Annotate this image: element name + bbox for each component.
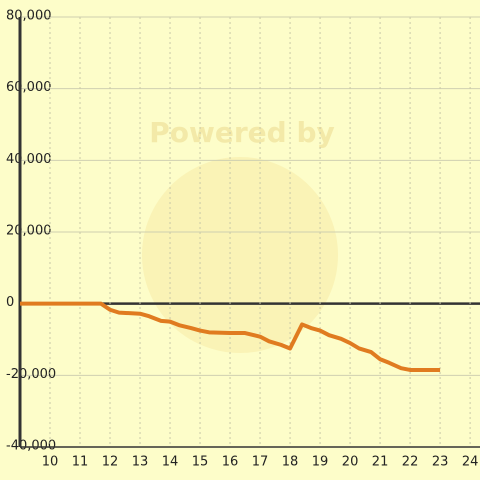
y-tick-label: 40,000 — [6, 152, 52, 167]
x-tick-label: 10 — [42, 455, 59, 470]
x-tick-label: 20 — [342, 455, 359, 470]
y-tick-label: 60,000 — [6, 80, 52, 95]
x-tick-label: 16 — [222, 455, 239, 470]
x-tick-label: 12 — [102, 455, 119, 470]
y-tick-label: 20,000 — [6, 224, 52, 239]
x-tick-label: 14 — [162, 455, 179, 470]
x-tick-label: 13 — [132, 455, 149, 470]
x-tick-label: 19 — [312, 455, 329, 470]
x-tick-label: 18 — [282, 455, 299, 470]
x-tick-label: 23 — [432, 455, 449, 470]
y-tick-label: -20,000 — [6, 367, 56, 382]
y-tick-label: 80,000 — [6, 9, 52, 24]
watermark: Powered by — [149, 116, 335, 149]
x-tick-label: 24 — [462, 455, 479, 470]
x-tick-label: 11 — [72, 455, 89, 470]
x-tick-label: 15 — [192, 455, 209, 470]
x-tick-label: 22 — [402, 455, 419, 470]
series-line — [20, 301, 441, 372]
x-tick-label: 17 — [252, 455, 269, 470]
x-tick-label: 21 — [372, 455, 389, 470]
y-tick-label: -40,000 — [6, 439, 56, 454]
y-tick-label: 0 — [6, 295, 14, 310]
